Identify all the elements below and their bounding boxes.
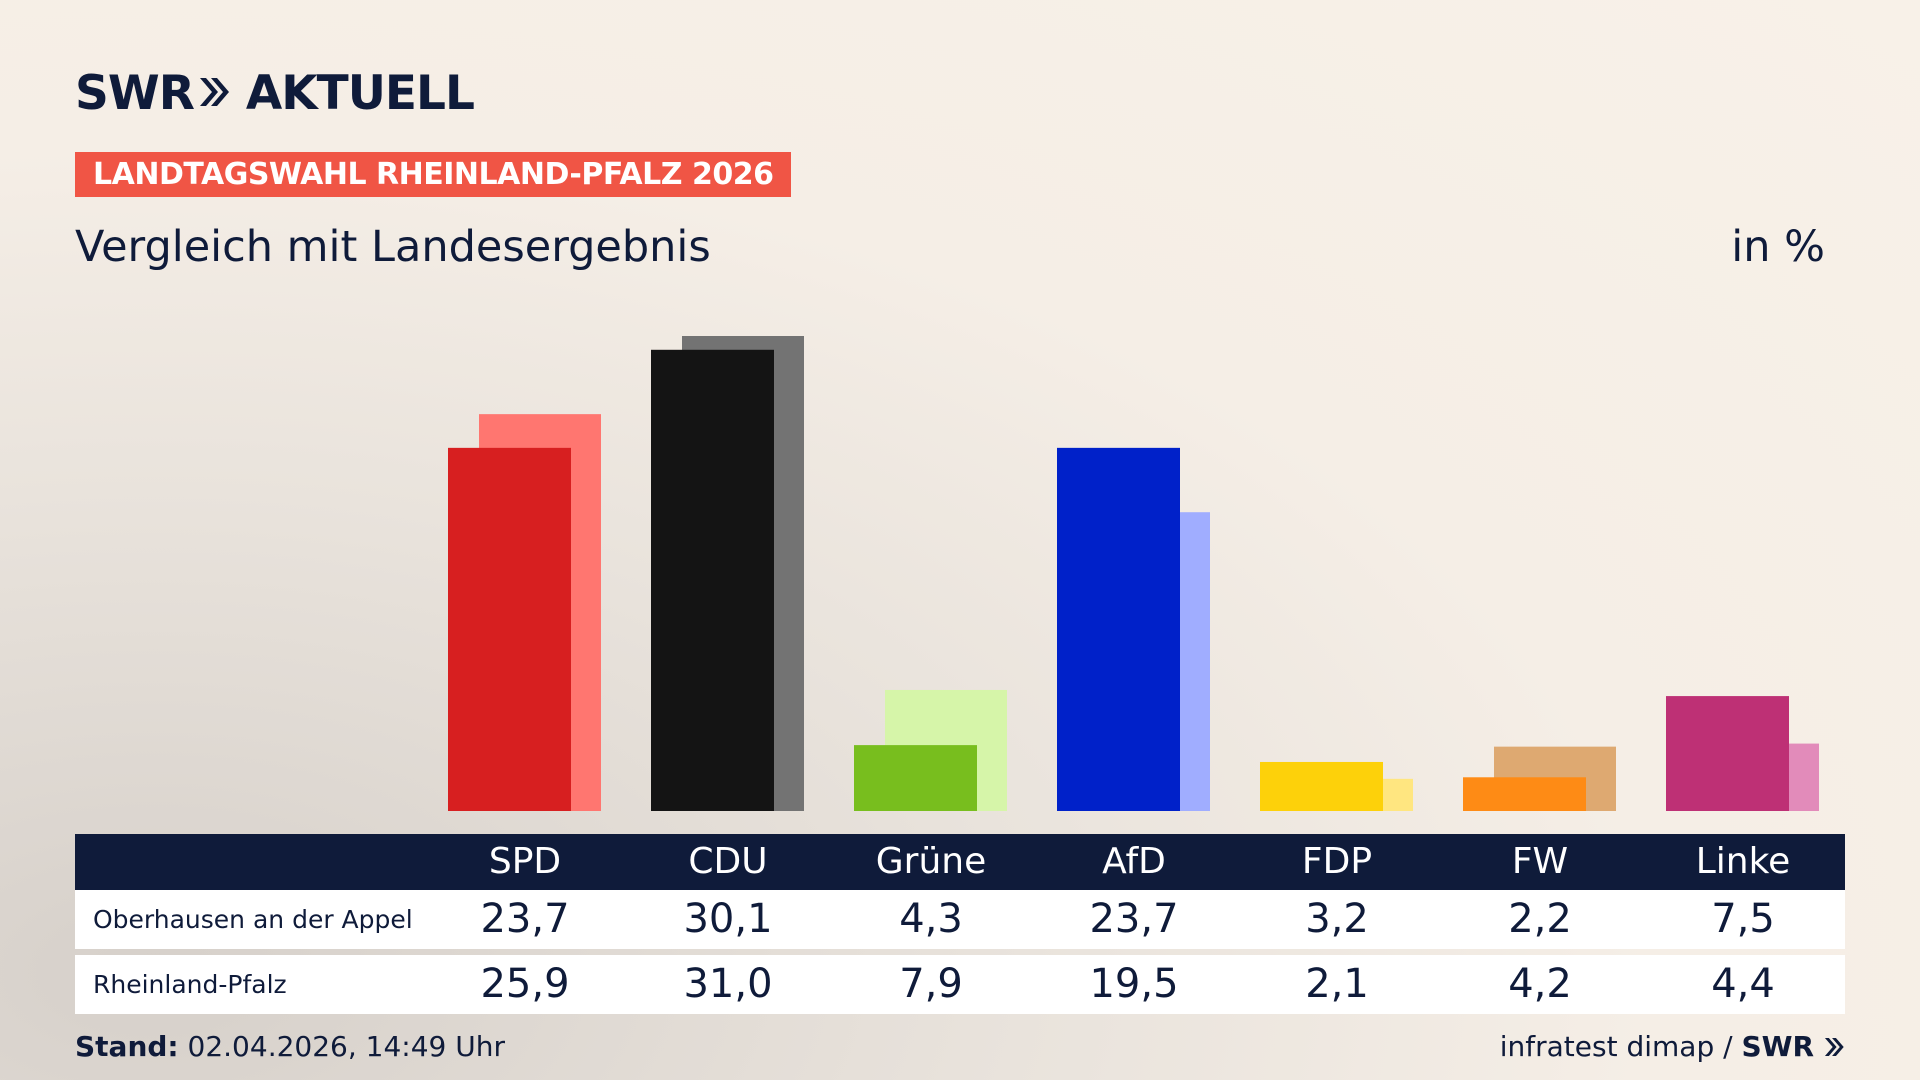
source-text: infratest dimap / xyxy=(1499,1030,1733,1063)
logo-aktuell: AKTUELL xyxy=(245,65,475,121)
table-row-local: Oberhausen an der Appel 23,7 30,1 4,3 23,7 3… xyxy=(75,890,1845,949)
header-afd: AfD xyxy=(1102,841,1166,882)
header-linke: Linke xyxy=(1695,841,1791,882)
table-header-row: SPD CDU Grüne AfD FDP FW Linke xyxy=(75,834,1845,890)
header-fw: FW xyxy=(1511,841,1569,882)
value-local-spd: 23,7 xyxy=(480,896,570,942)
header-cdu: CDU xyxy=(688,841,768,882)
timestamp-value: 02.04.2026, 14:49 Uhr xyxy=(187,1030,505,1063)
value-state-cdu: 31,0 xyxy=(683,961,773,1007)
bar-local-fw xyxy=(1463,777,1586,811)
timestamp-label: Stand: xyxy=(75,1030,179,1063)
value-state-afd: 19,5 xyxy=(1089,961,1179,1007)
bar-local-cdu xyxy=(651,349,774,811)
value-local-cdu: 30,1 xyxy=(683,896,773,942)
value-local-fw: 2,2 xyxy=(1508,896,1572,942)
value-local-grüne: 4,3 xyxy=(899,896,963,942)
election-badge: LANDTAGSWAHL RHEINLAND-PFALZ 2026 xyxy=(75,152,792,197)
swr-aktuell-logo: SWR AKTUELL xyxy=(75,65,475,121)
header-grüne: Grüne xyxy=(875,841,987,882)
timestamp: Stand: 02.04.2026, 14:49 Uhr xyxy=(75,1030,505,1063)
double-chevron-icon xyxy=(198,66,230,121)
value-local-fdp: 3,2 xyxy=(1305,896,1369,942)
logo-swr: SWR xyxy=(75,65,195,121)
value-state-grüne: 7,9 xyxy=(899,961,963,1007)
row-label-local: Oberhausen an der Appel xyxy=(93,905,413,934)
source-credit: infratest dimap / SWR xyxy=(1500,1030,1845,1063)
results-table: SPD CDU Grüne AfD FDP FW Linke Oberhausen an d… xyxy=(75,834,1845,1014)
value-local-afd: 23,7 xyxy=(1089,896,1179,942)
row-label-state: Rheinland-Pfalz xyxy=(93,970,287,999)
bar-local-grüne xyxy=(854,745,977,811)
chart-subtitle: Vergleich mit Landesergebnis xyxy=(75,222,711,272)
value-state-fw: 4,2 xyxy=(1508,961,1572,1007)
value-local-linke: 7,5 xyxy=(1711,896,1775,942)
table-row-state: Rheinland-Pfalz 25,9 31,0 7,9 19,5 2,1 4,2 4,4 xyxy=(75,955,1845,1014)
bar-local-afd xyxy=(1057,447,1180,811)
value-state-linke: 4,4 xyxy=(1711,961,1775,1007)
double-chevron-small-icon xyxy=(1824,1037,1844,1057)
source-swr: SWR xyxy=(1741,1030,1815,1063)
bar-local-linke xyxy=(1666,696,1789,811)
bar-local-spd xyxy=(448,447,571,811)
bar-local-fdp xyxy=(1260,761,1383,811)
header-spd: SPD xyxy=(488,841,562,882)
value-state-fdp: 2,1 xyxy=(1305,961,1369,1007)
header-fdp: FDP xyxy=(1301,841,1373,882)
unit-label: in % xyxy=(1731,222,1825,272)
value-state-spd: 25,9 xyxy=(480,961,570,1007)
